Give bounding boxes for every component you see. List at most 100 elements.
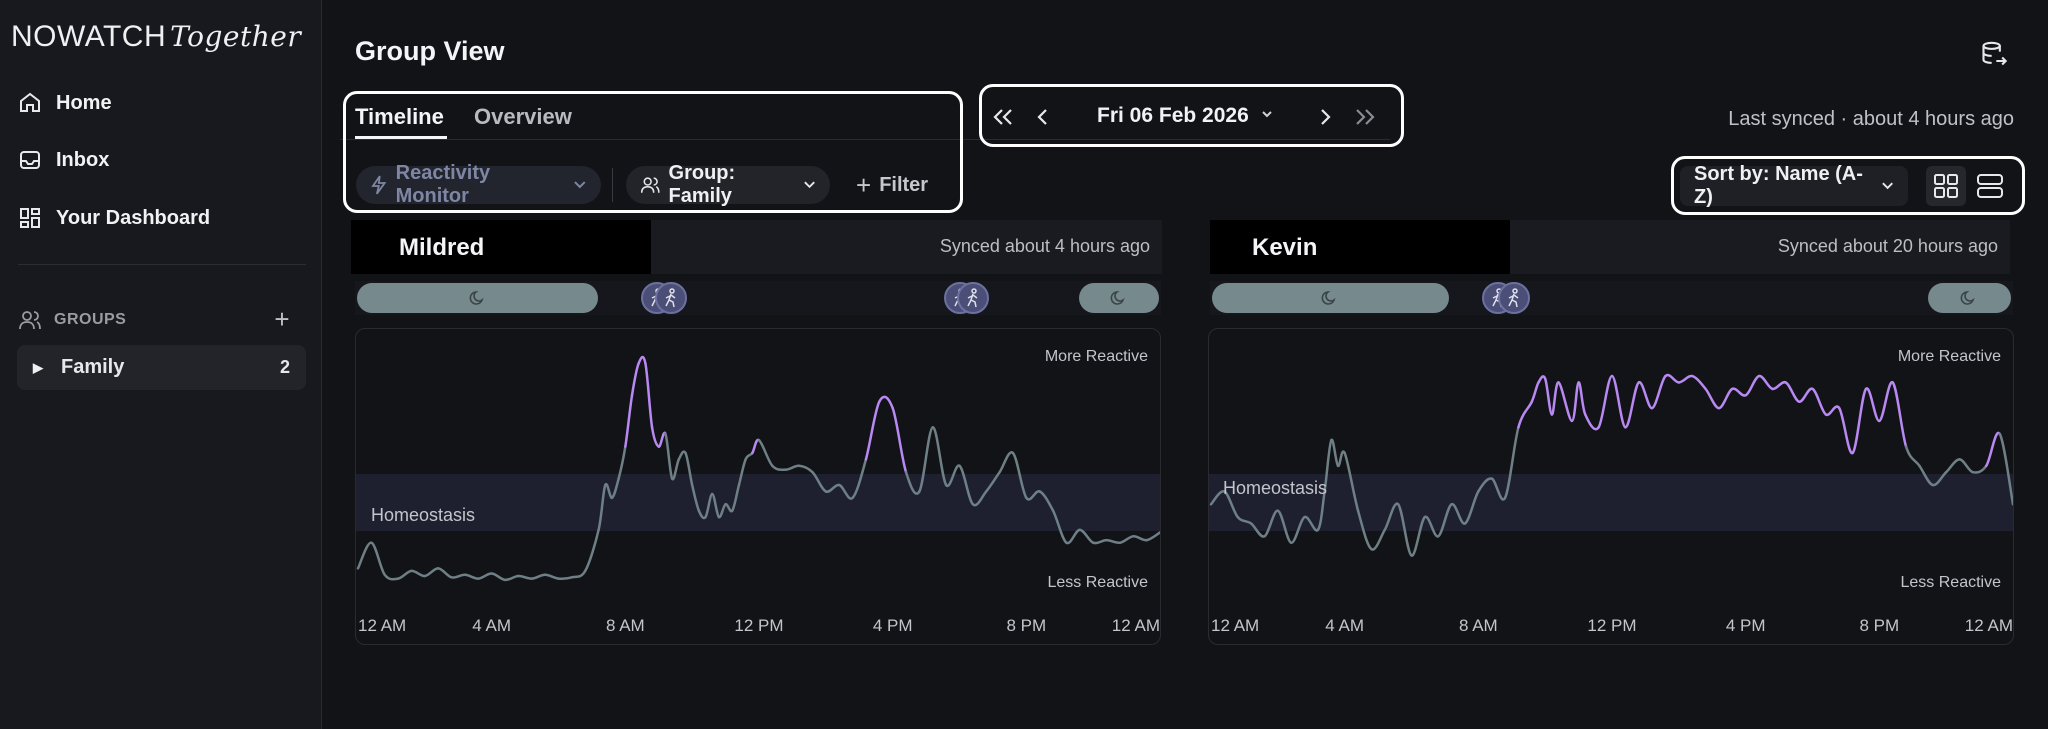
nav-dashboard[interactable]: Your Dashboard — [18, 198, 210, 238]
first-day-button[interactable] — [986, 100, 1020, 134]
reactivity-line-segment — [1223, 490, 1239, 519]
add-group-button[interactable]: + — [274, 304, 290, 334]
reactivity-line-segment — [771, 464, 787, 471]
users-icon — [640, 177, 660, 193]
reactivity-line-segment — [811, 470, 828, 493]
x-axis-tick-label: 4 AM — [1325, 616, 1364, 635]
reactivity-line-segment — [617, 445, 627, 480]
x-axis-tick-label: 4 PM — [1726, 616, 1766, 635]
reactivity-line-segment — [1650, 374, 1667, 410]
activity-strip — [1210, 281, 2013, 315]
reactivity-line-segment — [1610, 374, 1627, 429]
tabs-divider — [340, 139, 1390, 140]
double-chevron-left-icon — [993, 109, 1012, 125]
x-axis-tick-label: 4 AM — [472, 616, 511, 635]
reactivity-line-segment — [1918, 464, 1935, 487]
groups-header: GROUPS + — [18, 304, 290, 335]
sleep-segment[interactable] — [357, 283, 599, 313]
card-member-name[interactable]: Mildred — [351, 220, 651, 274]
sort-dropdown[interactable]: Sort by: Name (A-Z) — [1680, 163, 1908, 208]
walking-icon — [967, 288, 978, 308]
sleep-segment[interactable] — [1079, 283, 1159, 313]
reactivity-line-segment — [851, 458, 868, 500]
date-picker[interactable]: Fri 06 Feb 2026 — [1097, 104, 1249, 127]
caret-right-icon[interactable]: ▶ — [33, 359, 43, 375]
reactivity-line-segment — [1132, 535, 1148, 542]
tab-timeline[interactable]: Timeline — [355, 104, 444, 129]
chevron-right-icon — [1321, 109, 1331, 125]
reactivity-line-segment — [570, 569, 587, 579]
add-filter-button[interactable]: + Filter — [856, 169, 929, 200]
list-view-button[interactable] — [1970, 166, 2010, 206]
last-synced-status: Last synced · about 4 hours ago — [1728, 108, 2014, 130]
nav-home[interactable]: Home — [18, 83, 112, 123]
group-count: 2 — [279, 357, 290, 377]
homeostasis-label: Homeostasis — [371, 505, 475, 525]
reactivity-line-segment — [610, 477, 620, 500]
reactivity-line-segment — [1490, 477, 1507, 501]
group-item-family[interactable]: ▶ Family 2 — [17, 345, 306, 390]
reactivity-line-segment — [797, 464, 814, 474]
reactivity-line-segment — [1690, 374, 1707, 391]
sleep-segment[interactable] — [1928, 283, 2011, 313]
grid-icon — [1934, 174, 1958, 198]
chevron-down-icon — [804, 181, 815, 189]
activity-marker[interactable] — [956, 282, 989, 314]
reactivity-line-segment — [477, 572, 493, 580]
reactivity-line-segment — [410, 569, 427, 578]
reactivity-line-segment — [383, 573, 400, 581]
tab-overview[interactable]: Overview — [474, 104, 572, 129]
x-axis-tick-label: 4 PM — [873, 616, 913, 635]
database-export-icon[interactable] — [1980, 40, 2008, 68]
reactivity-chart-svg: More Reactive Less Reactive Homeostasis 12 … — [356, 348, 1160, 635]
activity-strip — [355, 281, 1161, 315]
x-axis-tick-label: 8 AM — [606, 616, 645, 635]
reactivity-line-segment — [583, 528, 600, 573]
reactivity-line-segment — [1570, 381, 1580, 423]
reactivity-line-segment — [1985, 431, 2001, 468]
reactivity-line-segment — [737, 458, 747, 487]
next-day-button[interactable] — [1308, 100, 1342, 134]
reactivity-line-segment — [931, 426, 948, 487]
x-axis-tick-label: 12 PM — [734, 616, 783, 635]
last-day-button[interactable] — [1348, 100, 1382, 134]
reactivity-line-segment — [1677, 374, 1694, 384]
chevron-down-icon — [574, 181, 586, 189]
chevron-down-icon[interactable] — [1260, 104, 1274, 129]
reactivity-line-segment — [1011, 451, 1028, 500]
reactivity-line-segment — [1289, 515, 1306, 544]
reactivity-line-segment — [757, 438, 774, 468]
reactivity-chart[interactable]: More Reactive Less Reactive Homeostasis 12 … — [355, 328, 1161, 645]
reactivity-line-segment — [1771, 380, 1788, 391]
plus-icon: + — [856, 169, 872, 200]
filter-separator — [612, 168, 613, 202]
homeostasis-band — [356, 474, 1160, 531]
nav-inbox[interactable]: Inbox — [18, 140, 109, 180]
reactivity-line-segment — [1503, 426, 1520, 500]
reactivity-chart[interactable]: More Reactive Less Reactive Homeostasis 12 … — [1208, 328, 2014, 645]
previous-day-button[interactable] — [1026, 100, 1060, 134]
brand-logo[interactable]: NOWATCH Together — [11, 20, 302, 53]
group-filter-dropdown[interactable]: Group: Family — [626, 162, 830, 207]
reactivity-line-segment — [1878, 381, 1894, 423]
reactivity-line-segment — [998, 451, 1015, 474]
card-member-name[interactable]: Kevin — [1210, 220, 1510, 274]
reactivity-monitor-dropdown[interactable]: Reactivity Monitor — [356, 162, 601, 207]
reactivity-line-segment — [1530, 381, 1540, 403]
reactivity-line-segment — [1797, 387, 1814, 403]
nav-inbox-label: Inbox — [56, 148, 110, 171]
reactivity-line-segment — [1851, 387, 1868, 455]
activity-marker[interactable] — [654, 282, 687, 314]
reactivity-line-segment — [1717, 387, 1734, 410]
less-reactive-label: Less Reactive — [1901, 574, 2002, 591]
reactivity-line-segment — [1343, 451, 1360, 512]
grid-view-button[interactable] — [1926, 166, 1966, 206]
reactivity-line-segment — [637, 355, 647, 365]
reactivity-line-segment — [1078, 528, 1095, 544]
reactivity-line-segment — [1410, 515, 1427, 557]
sleep-segment[interactable] — [1212, 283, 1449, 313]
activity-marker[interactable] — [1498, 282, 1531, 314]
reactivity-line-segment — [450, 573, 467, 579]
moon-icon — [1961, 291, 1976, 305]
chevron-down-icon — [1882, 182, 1893, 190]
